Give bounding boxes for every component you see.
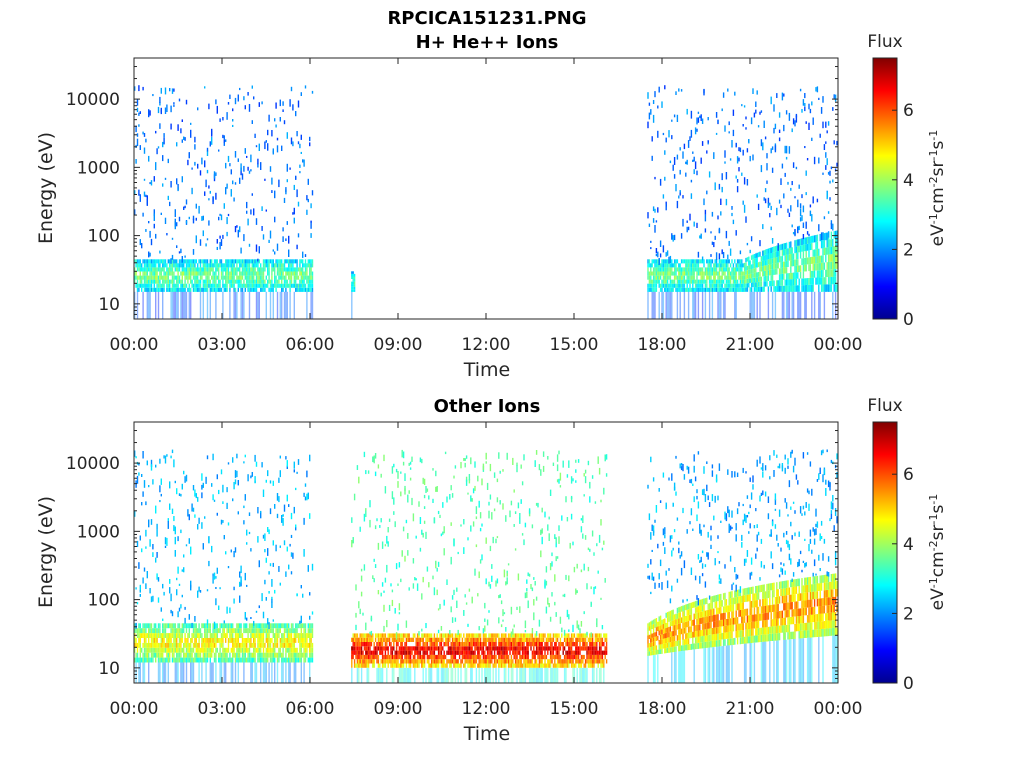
- x-axis-ticks: 00:00 03:00 06:00 09:00 12:00 15:00 18:00 21:00…: [110, 58, 863, 355]
- y-axis-label: Energy (eV): [35, 496, 57, 608]
- x-axis-label: Time: [463, 723, 511, 745]
- panel-h-he-ions: H+ He++ Ions 00:00 03:00 06:00 09:00 12:00 15…: [35, 32, 948, 381]
- x-tick-label: 09:00: [374, 335, 423, 355]
- colorbar-tick-label: 6: [903, 101, 914, 121]
- flux-region-0: [134, 85, 314, 319]
- colorbar-ticks: 0 2 4 6: [892, 465, 914, 694]
- x-tick-label: 00:00: [814, 335, 863, 355]
- y-tick-label: 1000: [77, 158, 120, 178]
- x-tick-label: 03:00: [198, 335, 247, 355]
- y-tick-label: 100: [88, 591, 120, 611]
- x-tick-label: 18:00: [638, 699, 687, 719]
- colorbar-title: Flux: [867, 396, 902, 416]
- colorbar-tick-label: 2: [903, 240, 914, 260]
- x-tick-label: 18:00: [638, 335, 687, 355]
- panel-title: Other Ions: [434, 396, 541, 417]
- y-axis-ticks: 10 100 1000 10000: [66, 421, 838, 684]
- x-tick-label: 21:00: [726, 699, 775, 719]
- x-axis-label: Time: [463, 359, 511, 381]
- colorbar-unit-label: eV-1cm-2sr-1s-1: [927, 130, 948, 247]
- colorbar: [872, 57, 898, 320]
- flux-region-2: [647, 449, 838, 683]
- panel-title: H+ He++ Ions: [416, 32, 559, 53]
- colorbar: [872, 421, 898, 684]
- colorbar-tick-label: 6: [903, 465, 914, 485]
- colorbar-title: Flux: [867, 32, 902, 52]
- y-axis-label: Energy (eV): [35, 132, 57, 244]
- flux-region-2: [647, 85, 838, 319]
- x-tick-label: 21:00: [726, 335, 775, 355]
- flux-region-1: [351, 449, 608, 683]
- y-tick-label: 10000: [66, 90, 120, 110]
- spectrogram-h-he: [134, 85, 838, 319]
- x-axis-ticks: 00:00 03:00 06:00 09:00 12:00 15:00 18:00 21:00…: [110, 422, 863, 719]
- x-tick-label: 06:00: [286, 699, 335, 719]
- x-tick-label: 06:00: [286, 335, 335, 355]
- x-tick-label: 12:00: [462, 699, 511, 719]
- x-tick-label: 03:00: [198, 699, 247, 719]
- x-tick-label: 00:00: [110, 335, 159, 355]
- y-tick-label: 1000: [77, 522, 120, 542]
- y-tick-label: 10: [98, 659, 120, 679]
- x-tick-label: 00:00: [814, 699, 863, 719]
- colorbar-ticks: 0 2 4 6: [892, 101, 914, 330]
- figure-title: RPCICA151231.PNG: [387, 8, 586, 29]
- colorbar-tick-label: 4: [903, 171, 914, 191]
- colorbar-tick-label: 4: [903, 535, 914, 555]
- flux-region-1: [351, 271, 356, 319]
- x-tick-label: 12:00: [462, 335, 511, 355]
- colorbar-tick-label: 2: [903, 604, 914, 624]
- colorbar-tick-label: 0: [903, 310, 914, 330]
- x-tick-label: 15:00: [550, 335, 599, 355]
- panel-other-ions: Other Ions 00:00 03:00 06:00 09:00 12:00 15:0…: [35, 396, 948, 745]
- x-tick-label: 15:00: [550, 699, 599, 719]
- colorbar-unit-label: eV-1cm-2sr-1s-1: [927, 494, 948, 611]
- y-tick-label: 10000: [66, 454, 120, 474]
- y-axis-ticks: 10 100 1000 10000: [66, 57, 838, 320]
- flux-region-0: [134, 449, 314, 683]
- y-tick-label: 10: [98, 295, 120, 315]
- y-tick-label: 100: [88, 227, 120, 247]
- x-tick-label: 00:00: [110, 699, 159, 719]
- colorbar-tick-label: 0: [903, 674, 914, 694]
- spectrogram-other: [134, 449, 838, 683]
- x-tick-label: 09:00: [374, 699, 423, 719]
